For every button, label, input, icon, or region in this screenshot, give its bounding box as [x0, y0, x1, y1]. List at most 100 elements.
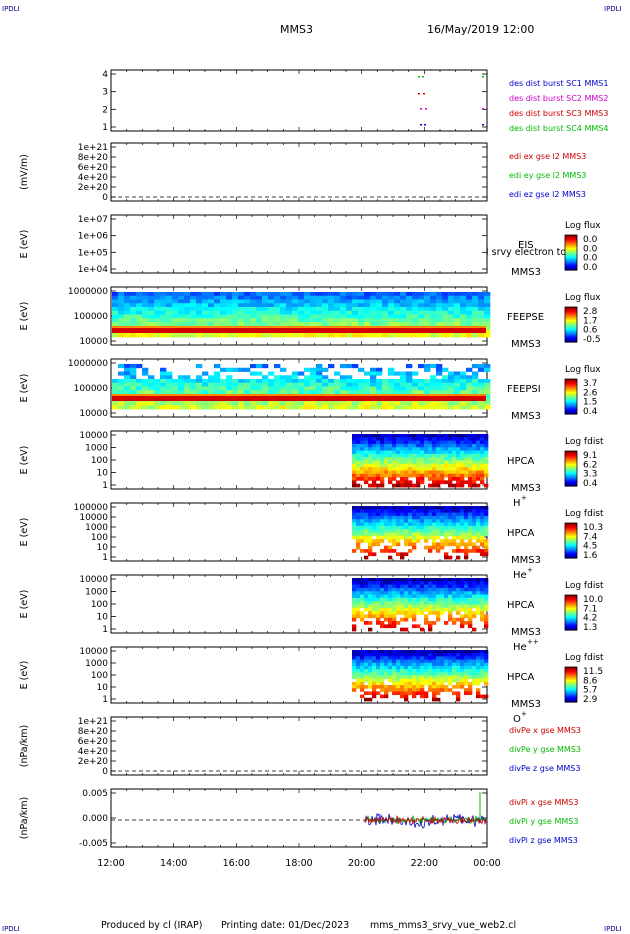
spectrogram-cell	[392, 691, 397, 696]
spectrogram-cell	[178, 322, 185, 327]
spectrogram-cell	[392, 440, 397, 445]
spectrogram-cell	[404, 584, 409, 589]
colorbar-cell	[565, 545, 577, 548]
spectrogram-cell	[452, 662, 457, 667]
spectrogram-cell	[268, 303, 275, 308]
spectrogram-cell	[436, 587, 441, 592]
spectrogram-cell	[238, 379, 245, 384]
spectrogram-cell	[452, 665, 457, 670]
spectrogram-cell	[472, 463, 477, 468]
spectrogram-cell	[372, 447, 377, 451]
spectrogram-cell	[436, 672, 441, 676]
spectrogram-cell	[406, 322, 413, 327]
spectrogram-cell	[424, 614, 429, 619]
spectrogram-cell	[286, 295, 293, 300]
spectrogram-cell	[160, 299, 167, 304]
spectrogram-cell	[480, 597, 485, 602]
spectrogram-cell	[436, 522, 441, 527]
spectrogram-cell	[412, 512, 417, 517]
species-label: O	[513, 714, 521, 725]
spectrogram-cell	[444, 601, 449, 605]
colorbar-cell	[565, 260, 577, 262]
spectrogram-cell	[340, 314, 347, 319]
spectrogram-cell	[444, 519, 449, 523]
spectrogram-cell	[408, 440, 413, 445]
colorbar-cell	[565, 388, 577, 391]
spectrogram-cell	[420, 594, 425, 599]
spectrogram-cell	[364, 477, 369, 481]
spectrogram-cell	[436, 584, 441, 589]
spectrogram-cell	[456, 529, 461, 533]
spectrogram-cell	[400, 473, 405, 478]
spectrogram-cell	[424, 307, 431, 312]
spectrogram-cell	[420, 601, 425, 605]
x-tick-label: 12:00	[97, 858, 124, 869]
spectrogram-cell	[346, 295, 353, 300]
y-axis-label: (mV/m)	[19, 154, 30, 190]
spectrogram-cell	[154, 310, 161, 315]
spectrogram-cell	[464, 470, 469, 475]
spectrogram-cell	[392, 688, 397, 692]
spectrogram-cell	[376, 303, 383, 308]
spectrogram-cell	[432, 578, 437, 582]
colorbar-cell	[565, 625, 577, 628]
spectrogram-cell	[310, 333, 317, 338]
spectrogram-cell	[310, 322, 317, 327]
spectrogram-cell	[448, 371, 455, 376]
spectrogram-cell	[484, 694, 489, 699]
x-tick-label: 22:00	[411, 858, 438, 869]
spectrogram-cell	[480, 594, 485, 599]
spectrogram-cell	[286, 303, 293, 308]
spectrogram-cell	[372, 656, 377, 660]
spectrogram-cell	[472, 299, 479, 304]
spectrogram-cell	[440, 584, 445, 589]
spectrogram-cell	[432, 460, 437, 465]
spectrogram-cell	[484, 440, 489, 445]
spectrogram-cell	[380, 659, 385, 664]
spectrogram-cell	[268, 379, 275, 384]
spectrogram-cell	[238, 322, 245, 327]
spectrogram-cell	[416, 480, 421, 485]
spectrogram-cell	[484, 367, 491, 372]
spectrogram-cell	[400, 467, 405, 471]
spectrogram-cell	[478, 405, 485, 410]
spectrogram-cell	[274, 314, 281, 319]
spectrogram-cell	[424, 529, 429, 533]
spectrogram-cell	[166, 318, 173, 323]
spectrogram-cell	[444, 539, 449, 543]
spectrogram-cell	[452, 473, 457, 478]
colorbar-cell	[565, 239, 577, 241]
spectrogram-cell	[360, 694, 365, 699]
spectrogram-cell	[432, 525, 437, 530]
spectrogram-cell	[440, 447, 445, 451]
spectrogram-cell	[418, 322, 425, 327]
spectrogram-cell	[416, 509, 421, 514]
spectrogram-cell	[444, 653, 449, 657]
spectrogram-cell	[460, 440, 465, 445]
spectrogram-cell	[340, 303, 347, 308]
spectrogram-cell	[396, 672, 401, 676]
spectrogram-cell	[196, 364, 203, 369]
spectrogram-cell	[370, 292, 377, 297]
colorbar-cell	[565, 602, 577, 604]
spectrogram-cell	[380, 587, 385, 592]
spectrogram-cell	[408, 434, 413, 438]
spectrogram-cell	[388, 467, 393, 471]
colorbar-cell	[565, 607, 577, 609]
spectrogram-cell	[372, 675, 377, 680]
spectrogram-cell	[172, 322, 179, 327]
spectrogram-cell	[392, 578, 397, 582]
spectrogram-cell	[130, 364, 137, 369]
spectrogram-cell	[424, 437, 429, 442]
legend-entry: divPe y gse MMS3	[509, 745, 581, 754]
spectrogram-cell	[472, 437, 477, 442]
spectrogram-cell	[406, 299, 413, 304]
y-tick-label: 1000	[85, 444, 108, 454]
spectrogram-cell	[472, 604, 477, 609]
spectrogram-cell	[388, 621, 393, 625]
spectrogram-cell	[472, 371, 479, 376]
spectrogram-cell	[484, 532, 489, 537]
x-tick-label: 18:00	[285, 858, 312, 869]
spectrogram-cell	[396, 653, 401, 657]
spectrogram-cell	[274, 299, 281, 304]
